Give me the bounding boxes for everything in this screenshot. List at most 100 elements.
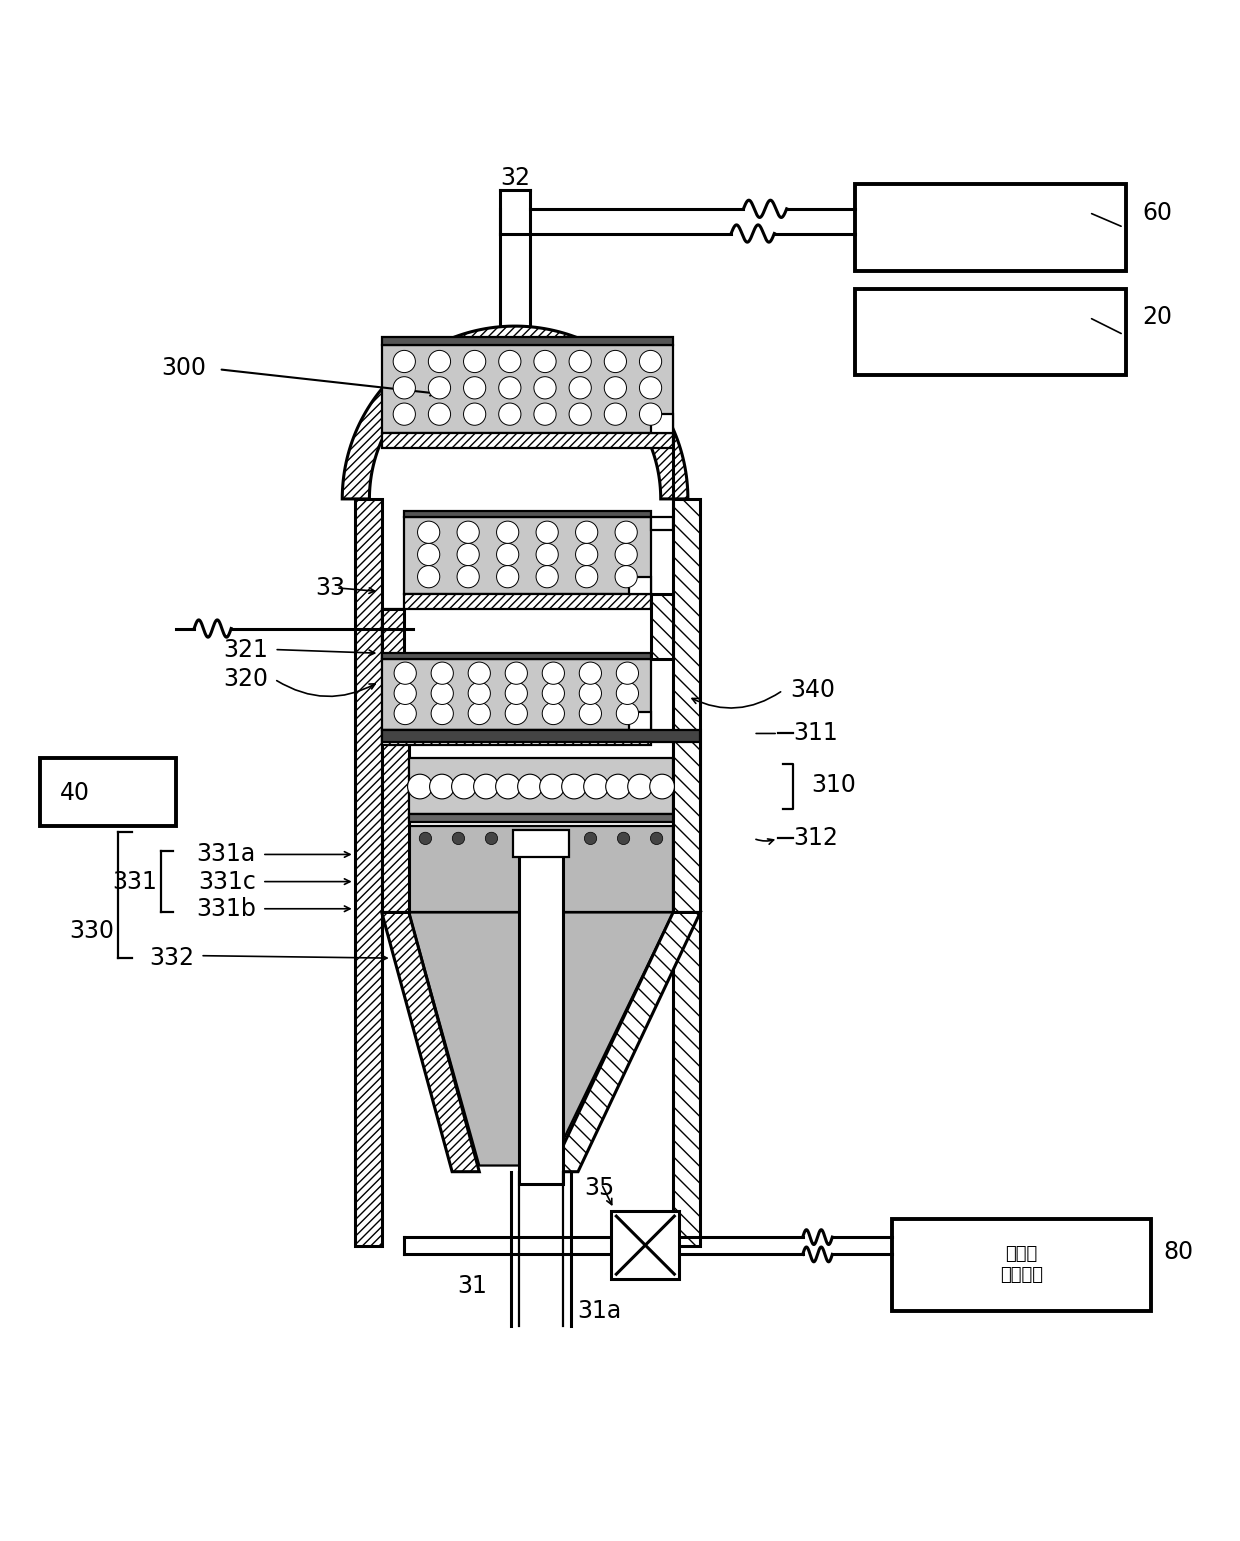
Bar <box>651 413 673 433</box>
Text: 331c: 331c <box>198 869 255 894</box>
Circle shape <box>569 350 591 373</box>
Circle shape <box>534 376 556 399</box>
Text: 310: 310 <box>811 774 856 797</box>
Circle shape <box>542 703 564 724</box>
Text: 80: 80 <box>1163 1241 1193 1264</box>
Text: 312: 312 <box>792 826 838 851</box>
Circle shape <box>394 663 417 684</box>
Circle shape <box>542 663 564 684</box>
Text: 35: 35 <box>584 1176 614 1200</box>
Bar <box>409 758 673 814</box>
Circle shape <box>428 404 450 425</box>
Polygon shape <box>409 912 673 1165</box>
Bar <box>518 851 563 1183</box>
Circle shape <box>575 566 598 587</box>
Bar <box>404 512 651 518</box>
Bar <box>382 660 651 730</box>
Circle shape <box>604 376 626 399</box>
Circle shape <box>496 566 518 587</box>
Text: 33: 33 <box>315 576 345 599</box>
Text: 340: 340 <box>790 678 836 703</box>
Circle shape <box>616 663 639 684</box>
Circle shape <box>428 350 450 373</box>
Bar <box>854 183 1126 271</box>
Text: 40: 40 <box>60 781 89 804</box>
Circle shape <box>569 376 591 399</box>
Circle shape <box>605 774 630 798</box>
Circle shape <box>569 404 591 425</box>
Text: 300: 300 <box>161 356 207 381</box>
Circle shape <box>616 683 639 704</box>
Circle shape <box>418 566 440 587</box>
Text: 32: 32 <box>500 166 529 190</box>
Circle shape <box>464 350 486 373</box>
Circle shape <box>534 350 556 373</box>
Text: 31a: 31a <box>577 1299 621 1324</box>
Circle shape <box>542 683 564 704</box>
Text: 添加剂
储存单元: 添加剂 储存单元 <box>999 1245 1043 1284</box>
Bar <box>382 433 673 448</box>
Circle shape <box>552 832 564 844</box>
Circle shape <box>432 683 454 704</box>
Circle shape <box>579 703 601 724</box>
Circle shape <box>498 376 521 399</box>
Circle shape <box>536 566 558 587</box>
Circle shape <box>394 683 417 704</box>
Polygon shape <box>382 912 480 1171</box>
Text: 331b: 331b <box>196 897 255 922</box>
Circle shape <box>394 703 417 724</box>
Circle shape <box>453 832 465 844</box>
Text: 311: 311 <box>792 721 837 746</box>
Bar <box>382 337 673 345</box>
Circle shape <box>428 376 450 399</box>
Bar <box>629 712 651 730</box>
Text: 31: 31 <box>456 1274 487 1299</box>
Circle shape <box>536 521 558 544</box>
Bar <box>382 730 409 912</box>
Circle shape <box>451 774 476 798</box>
Circle shape <box>505 663 527 684</box>
Text: 320: 320 <box>223 667 268 692</box>
Polygon shape <box>370 353 661 499</box>
Bar <box>404 518 651 593</box>
Bar <box>382 653 651 660</box>
Circle shape <box>615 544 637 566</box>
Circle shape <box>650 774 675 798</box>
Circle shape <box>498 404 521 425</box>
Circle shape <box>518 832 531 844</box>
Circle shape <box>429 774 454 798</box>
Bar <box>673 730 701 912</box>
Circle shape <box>464 376 486 399</box>
Circle shape <box>505 703 527 724</box>
Text: 330: 330 <box>69 918 114 943</box>
Circle shape <box>536 544 558 566</box>
Bar <box>512 829 569 857</box>
Bar <box>409 814 673 823</box>
Circle shape <box>651 832 662 844</box>
Circle shape <box>615 566 637 587</box>
Circle shape <box>505 683 527 704</box>
Circle shape <box>575 521 598 544</box>
Circle shape <box>393 404 415 425</box>
Circle shape <box>604 350 626 373</box>
Text: 331: 331 <box>112 869 157 894</box>
Circle shape <box>615 521 637 544</box>
Circle shape <box>432 703 454 724</box>
Circle shape <box>640 376 662 399</box>
Circle shape <box>534 404 556 425</box>
Circle shape <box>539 774 564 798</box>
Bar <box>673 499 701 1245</box>
Circle shape <box>464 404 486 425</box>
Circle shape <box>458 544 480 566</box>
Circle shape <box>458 521 480 544</box>
Circle shape <box>458 566 480 587</box>
Circle shape <box>618 832 630 844</box>
Bar <box>355 499 382 1245</box>
Text: 60: 60 <box>1142 200 1172 225</box>
Bar <box>404 593 651 609</box>
Bar <box>382 345 673 433</box>
Bar <box>629 576 651 593</box>
Circle shape <box>562 774 587 798</box>
Circle shape <box>469 683 490 704</box>
Circle shape <box>498 350 521 373</box>
